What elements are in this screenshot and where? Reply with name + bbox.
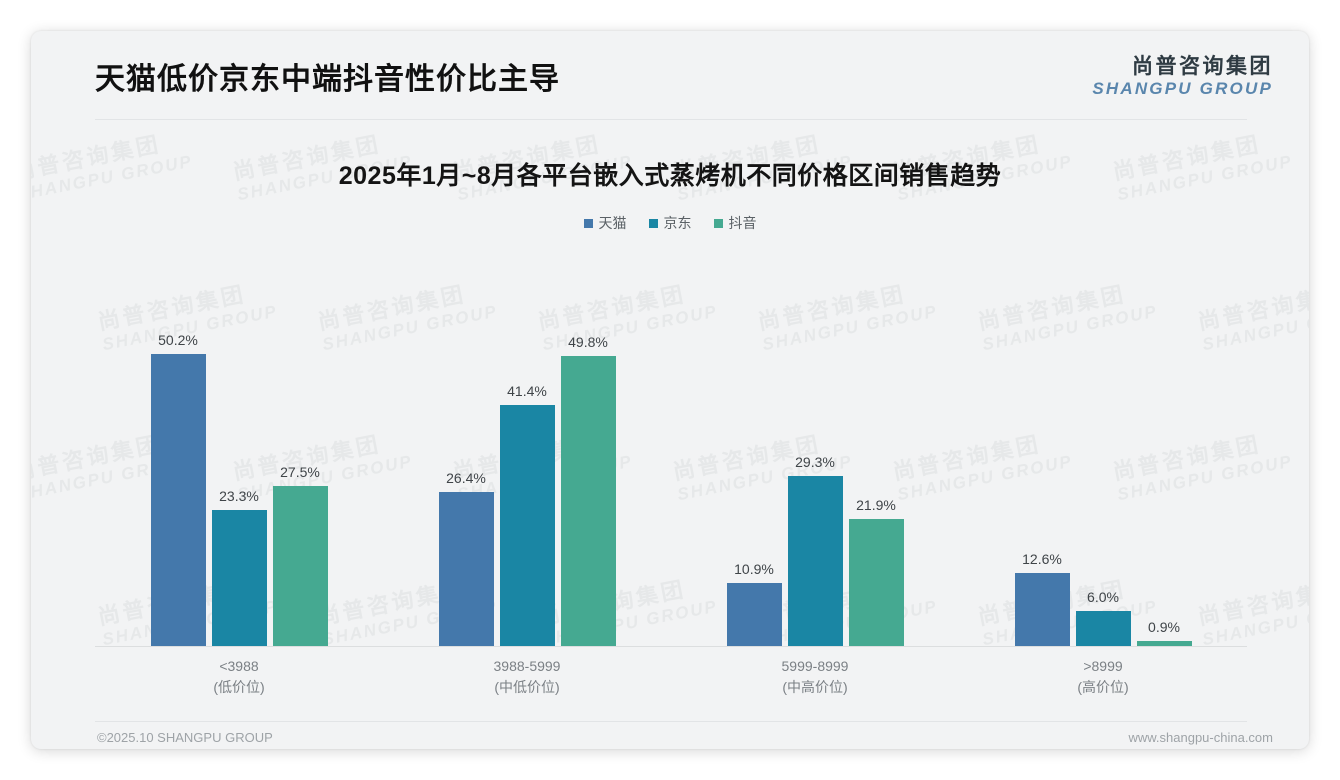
category-range: <3988 <box>219 658 259 674</box>
bar-item[interactable]: 29.3% <box>787 256 843 646</box>
bar-value-label: 12.6% <box>1022 550 1062 567</box>
bar[interactable] <box>1014 572 1070 646</box>
bar-group-2: 10.9% 29.3% 21.9% <box>671 256 959 646</box>
bar-value-label: 26.4% <box>446 470 486 487</box>
footer-divider <box>95 721 1247 722</box>
bar-item[interactable]: 10.9% <box>726 256 782 646</box>
logo-chinese-name: 尚普咨询集团 <box>1132 55 1273 78</box>
bar[interactable] <box>1136 640 1192 646</box>
bar-group-3: 12.6% 6.0% 0.9% <box>959 256 1247 646</box>
legend-label: 抖音 <box>728 215 757 231</box>
category-tier: (低价位) <box>213 679 265 695</box>
category-tier: (中高价位) <box>782 679 848 695</box>
bar-item[interactable]: 41.4% <box>499 256 555 646</box>
bar[interactable] <box>150 353 206 646</box>
chart-x-axis-labels: <3988 (低价位) 3988-5999 (中低价位) 5999-8999 (中高价位)… <box>95 656 1247 716</box>
footer-copyright: ©2025.10 SHANGPU GROUP <box>97 730 273 745</box>
bar-item[interactable]: 23.3% <box>211 256 267 646</box>
category-range: >8999 <box>1083 658 1123 674</box>
footer-website[interactable]: www.shangpu-china.com <box>1128 730 1273 745</box>
slide-card: 尚普咨询集团 SHANGPU GROUP 尚普咨询集团 SHANGPU GROUP 尚普… <box>31 31 1309 749</box>
bar[interactable] <box>787 475 843 646</box>
bar[interactable] <box>438 492 494 646</box>
legend-label: 天猫 <box>598 215 627 231</box>
bar[interactable] <box>848 518 904 646</box>
category-tier: (高价位) <box>1077 679 1129 695</box>
bar-item[interactable]: 26.4% <box>438 256 494 646</box>
bar[interactable] <box>560 356 616 646</box>
slide-header: 天猫低价京东中端抖音性价比主导 尚普咨询集团 SHANGPU GROUP <box>31 31 1309 121</box>
legend-swatch-icon <box>713 218 723 228</box>
bar-item[interactable]: 6.0% <box>1075 256 1131 646</box>
chart-plot-area: 50.2% 23.3% 27.5% 26.4% 41.4% 49.8% 10.9% 29.3%… <box>95 256 1247 646</box>
bar-value-label: 49.8% <box>568 334 608 351</box>
x-axis-category-3: >8999 (高价位) <box>959 656 1247 716</box>
x-axis-category-0: <3988 (低价位) <box>95 656 383 716</box>
category-tier: (中低价位) <box>494 679 560 695</box>
x-axis-category-2: 5999-8999 (中高价位) <box>671 656 959 716</box>
bar-item[interactable]: 49.8% <box>560 256 616 646</box>
legend-swatch-icon <box>648 218 658 228</box>
bar-value-label: 10.9% <box>734 560 774 577</box>
bar[interactable] <box>272 486 328 646</box>
bar-value-label: 50.2% <box>158 331 198 348</box>
legend-swatch-icon <box>583 218 593 228</box>
bar[interactable] <box>1075 611 1131 646</box>
legend-item-1[interactable]: 京东 <box>648 213 692 233</box>
bar-item[interactable]: 50.2% <box>150 256 206 646</box>
bar-value-label: 6.0% <box>1087 589 1119 606</box>
legend-item-0[interactable]: 天猫 <box>583 213 627 233</box>
bar[interactable] <box>726 582 782 646</box>
chart-title: 2025年1月~8月各平台嵌入式蒸烤机不同价格区间销售趋势 <box>338 162 1002 190</box>
page-title: 天猫低价京东中端抖音性价比主导 <box>95 63 560 96</box>
header-divider <box>95 119 1247 120</box>
bar[interactable] <box>499 405 555 646</box>
bar-item[interactable]: 12.6% <box>1014 256 1070 646</box>
bar-value-label: 41.4% <box>507 383 547 400</box>
bar-value-label: 23.3% <box>219 488 259 505</box>
bar-group-0: 50.2% 23.3% 27.5% <box>95 256 383 646</box>
chart-x-axis-line <box>95 646 1247 647</box>
bar-group-1: 26.4% 41.4% 49.8% <box>383 256 671 646</box>
x-axis-category-1: 3988-5999 (中低价位) <box>383 656 671 716</box>
bar[interactable] <box>211 510 267 646</box>
chart-legend: 天猫 京东 抖音 <box>31 213 1309 233</box>
legend-label: 京东 <box>663 215 692 231</box>
legend-item-2[interactable]: 抖音 <box>713 213 757 233</box>
bar-value-label: 21.9% <box>856 496 896 513</box>
bar-item[interactable]: 21.9% <box>848 256 904 646</box>
bar-value-label: 27.5% <box>280 464 320 480</box>
bar-item[interactable]: 27.5% <box>272 256 328 646</box>
logo-english-name: SHANGPU GROUP <box>1092 78 1273 98</box>
brand-logo: 尚普咨询集团 SHANGPU GROUP <box>1092 55 1273 98</box>
category-range: 5999-8999 <box>781 658 849 674</box>
bar-value-label: 29.3% <box>795 453 835 470</box>
bar-value-label: 0.9% <box>1148 618 1180 635</box>
category-range: 3988-5999 <box>493 658 561 674</box>
bar-item[interactable]: 0.9% <box>1136 256 1192 646</box>
